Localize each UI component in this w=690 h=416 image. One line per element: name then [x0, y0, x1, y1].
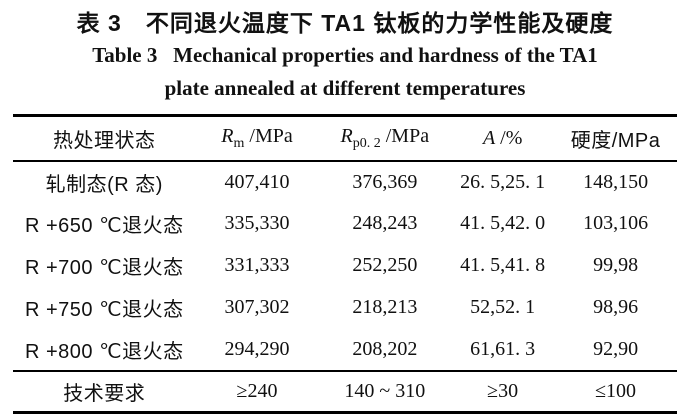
table-cell: 103,106 [583, 212, 649, 234]
table-cell: 99,98 [593, 254, 639, 276]
table-cell: 376,369 [352, 170, 418, 193]
table-cell: 148,150 [583, 170, 649, 193]
table-cell: 98,96 [593, 296, 639, 318]
table-cell: 52,52. 1 [470, 296, 536, 318]
table-cell: 208,202 [352, 337, 418, 360]
table-cell: ≥240 [236, 379, 278, 402]
table-cell: 41. 5,42. 0 [460, 212, 546, 234]
spec-requirements-row: 技术要求 ≥240 140 ~ 310 ≥30 ≤100 [13, 370, 677, 413]
header-heat-treatment-state: 热处理状态 [53, 129, 156, 152]
table-caption-zh: 表 3 不同退火温度下 TA1 钛板的力学性能及硬度 [76, 10, 614, 36]
header-hardness: 硬度/MPa [570, 129, 661, 152]
row-label: 技术要求 [63, 382, 146, 405]
rp02-symbol: R [340, 124, 353, 147]
row-label: R +800 ℃退火态 [25, 340, 184, 363]
rm-symbol: R [221, 124, 234, 147]
a-symbol: A [482, 126, 496, 149]
table-cell: 92,90 [593, 337, 639, 360]
rp02-unit: /MPa [380, 124, 430, 147]
table-cell: 331,333 [224, 254, 290, 276]
header-elongation: A /% [451, 116, 554, 161]
table-cell: 248,243 [352, 212, 418, 234]
header-tensile-strength: Rm /MPa [196, 116, 319, 161]
table-row: R +700 ℃退火态 331,333 252,250 41. 5,41. 8 … [13, 245, 677, 287]
table-caption-en-line2: plate annealed at different temperatures [164, 76, 526, 100]
table-row: 轧制态(R 态) 407,410 376,369 26. 5,25. 1 148… [13, 161, 677, 203]
rm-subscript: m [233, 135, 245, 151]
header-row: 热处理状态 Rm /MPa Rp0. 2 /MPa A /% 硬度/MPa [13, 116, 677, 161]
table-cell: ≥30 [487, 379, 519, 402]
table-cell: 252,250 [352, 254, 418, 276]
table-cell: 335,330 [224, 212, 290, 234]
table-caption-en-line1: Table 3 Mechanical properties and hardne… [92, 43, 598, 67]
table-cell: 218,213 [352, 296, 418, 318]
header-yield-strength: Rp0. 2 /MPa [318, 116, 451, 161]
table-cell: 294,290 [224, 337, 290, 360]
table-row: R +800 ℃退火态 294,290 208,202 61,61. 3 92,… [13, 329, 677, 371]
table-cell: 26. 5,25. 1 [460, 170, 546, 193]
table-cell: 407,410 [224, 170, 290, 193]
row-label: R +650 ℃退火态 [25, 215, 184, 237]
rp02-subscript: p0. 2 [352, 135, 381, 151]
table-cell: 307,302 [224, 296, 290, 318]
table-row: R +750 ℃退火态 307,302 218,213 52,52. 1 98,… [13, 287, 677, 329]
rm-unit: /MPa [244, 124, 293, 147]
table-cell: 61,61. 3 [470, 337, 536, 360]
properties-table: 热处理状态 Rm /MPa Rp0. 2 /MPa A /% 硬度/MPa 轧制… [13, 114, 677, 414]
table-cell: 41. 5,41. 8 [460, 254, 546, 276]
row-label: R +750 ℃退火态 [25, 299, 184, 321]
row-label: 轧制态(R 态) [45, 173, 163, 196]
row-label: R +700 ℃退火态 [25, 257, 184, 279]
a-unit: /% [495, 126, 523, 149]
table-cell: 140 ~ 310 [344, 379, 426, 402]
table-cell: ≤100 [595, 379, 637, 402]
table-row: R +650 ℃退火态 335,330 248,243 41. 5,42. 0 … [13, 203, 677, 245]
